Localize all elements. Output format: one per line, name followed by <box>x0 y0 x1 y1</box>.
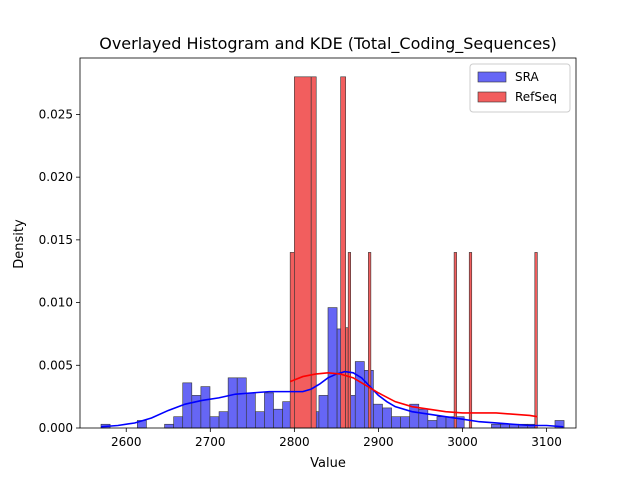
kde-line-refseq <box>289 372 538 418</box>
sra-bar <box>318 395 329 429</box>
y-axis: 0.000 0.005 0.010 0.015 0.020 0.025 <box>39 107 80 435</box>
series-refseq-bars <box>289 76 538 429</box>
y-tick-label: 0.025 <box>39 107 73 121</box>
refseq-bar <box>347 252 351 429</box>
sra-bar <box>245 392 256 429</box>
legend-swatch-refseq <box>477 91 507 103</box>
sra-bar <box>382 407 392 429</box>
y-tick-label: 0.015 <box>39 233 73 247</box>
sra-bar <box>427 420 438 429</box>
legend: SRA RefSeq <box>469 63 571 113</box>
y-tick-label: 0.010 <box>39 296 73 310</box>
x-tick-label: 2700 <box>195 435 226 449</box>
x-tick-label: 2900 <box>363 435 394 449</box>
x-axis-label: Value <box>310 456 346 471</box>
sra-bar <box>400 416 411 429</box>
sra-bar <box>391 416 401 429</box>
refseq-bar <box>468 252 473 429</box>
y-tick-label: 0.020 <box>39 170 73 184</box>
plot-frame <box>79 57 577 429</box>
sra-bar <box>173 416 184 429</box>
y-tick-label: 0.005 <box>39 358 73 372</box>
legend-label-refseq: RefSeq <box>515 90 557 104</box>
sra-bar <box>255 411 265 429</box>
sra-bar <box>236 377 247 429</box>
x-tick-label: 2600 <box>111 435 142 449</box>
x-axis: 2600 2700 2800 2900 3000 3100 <box>111 428 562 449</box>
y-tick-label: 0.000 <box>39 421 73 435</box>
y-axis-label: Density <box>12 219 27 269</box>
x-tick-label: 3000 <box>447 435 478 449</box>
sra-bar <box>200 386 211 429</box>
sra-bar <box>218 411 229 429</box>
sra-bar <box>164 423 174 429</box>
legend-swatch-sra <box>477 71 507 83</box>
x-tick-label: 2800 <box>279 435 310 449</box>
sra-bar <box>436 416 447 429</box>
refseq-bar <box>345 327 349 429</box>
refseq-bar <box>534 252 538 429</box>
sra-bar <box>491 423 501 429</box>
sra-bar <box>354 361 365 429</box>
plot-area <box>79 57 577 429</box>
sra-bar <box>418 408 429 429</box>
refseq-bar <box>453 252 457 429</box>
sra-bar <box>373 403 383 429</box>
legend-label-sra: SRA <box>515 70 539 84</box>
chart-title: Overlayed Histogram and KDE (Total_Codin… <box>99 34 557 54</box>
sra-bar <box>209 416 220 429</box>
sra-bar <box>500 423 510 429</box>
sra-bar <box>327 307 338 429</box>
refseq-bar <box>289 252 295 429</box>
sra-bar <box>227 377 238 429</box>
sra-bar <box>273 408 283 429</box>
sra-bar <box>264 392 274 429</box>
x-tick-label: 3100 <box>531 435 562 449</box>
refseq-bar <box>368 252 372 429</box>
sra-bar <box>182 382 193 429</box>
